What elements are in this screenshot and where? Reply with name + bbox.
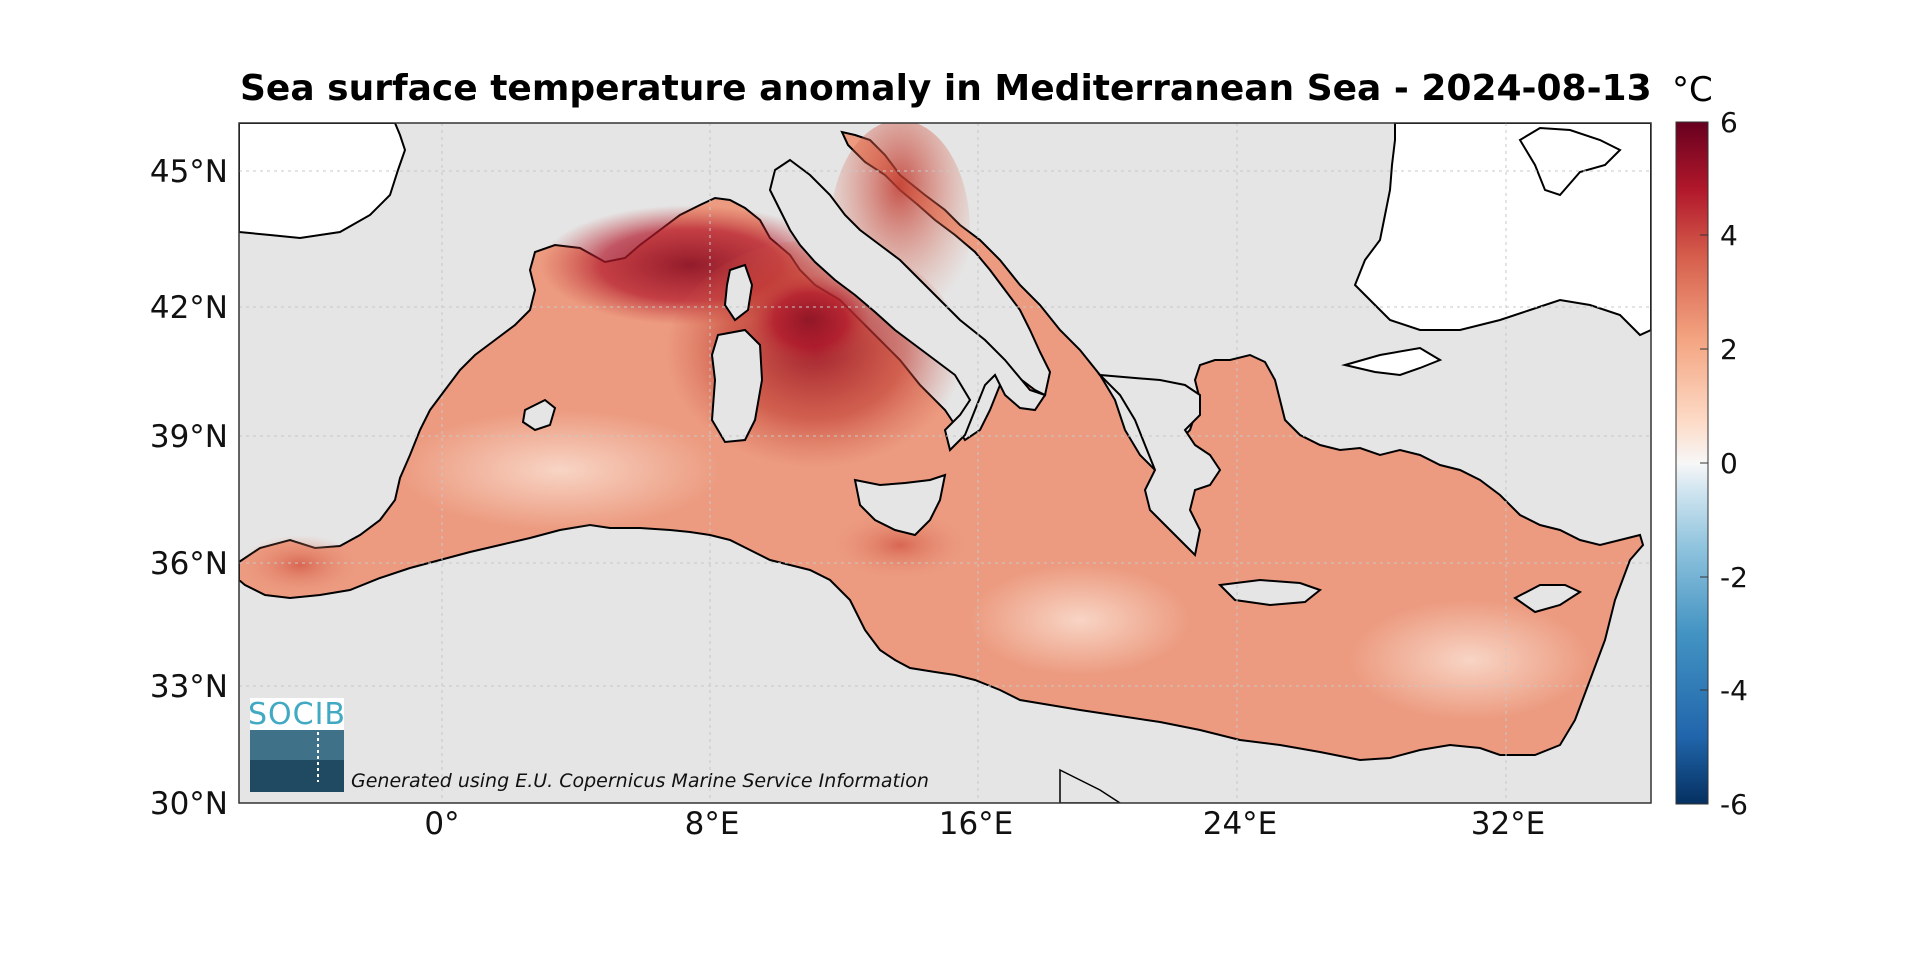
land-sardinia bbox=[710, 328, 764, 444]
land-crimea bbox=[1518, 126, 1622, 197]
colorbar-tick-label: 2 bbox=[1720, 333, 1738, 366]
pale-ionian bbox=[970, 565, 1190, 675]
warm-alboran bbox=[240, 535, 360, 595]
map-layers bbox=[239, 123, 1651, 803]
lat-tick-label: 42°N bbox=[150, 290, 228, 326]
socib-logo: SOCIB bbox=[248, 697, 346, 792]
lon-tick-label: 24°E bbox=[1203, 806, 1278, 842]
colorbar-tick-label: -4 bbox=[1720, 674, 1748, 707]
lat-tick-label: 36°N bbox=[150, 546, 228, 582]
land-mallorca bbox=[521, 398, 557, 432]
plot-frame bbox=[238, 122, 1652, 804]
lon-tick-label: 0° bbox=[424, 806, 459, 842]
land-sicily bbox=[853, 473, 947, 537]
map-title: Sea surface temperature anomaly in Medit… bbox=[240, 68, 1652, 109]
colorbar-tick-label: -6 bbox=[1720, 788, 1748, 821]
land-north-africa-libya bbox=[1059, 768, 1122, 803]
logo-text: SOCIB bbox=[248, 697, 346, 732]
land-europe-west bbox=[239, 123, 407, 240]
lat-tick-label: 30°N bbox=[150, 786, 228, 822]
land-crete bbox=[1217, 578, 1323, 607]
land-anatolia-thrace bbox=[1341, 346, 1443, 377]
gridlines bbox=[239, 123, 1651, 803]
colorbar-ticks bbox=[1700, 121, 1708, 805]
lon-tick-label: 32°E bbox=[1471, 806, 1546, 842]
credit-text: Generated using E.U. Copernicus Marine S… bbox=[351, 770, 929, 792]
land-italy bbox=[768, 158, 1047, 452]
lon-tick-label: 16°E bbox=[939, 806, 1014, 842]
land-cyprus bbox=[1513, 584, 1583, 614]
hotspot-tyrrhenian-core bbox=[750, 275, 870, 365]
colorbar-unit: °C bbox=[1672, 70, 1713, 110]
land-corsica bbox=[723, 263, 754, 322]
pale-algerian bbox=[400, 410, 720, 530]
colorbar-tick-label: 0 bbox=[1720, 447, 1738, 480]
lon-tick-label: 8°E bbox=[685, 806, 740, 842]
land-greece bbox=[1097, 373, 1222, 558]
colorbar-tick-label: -2 bbox=[1720, 561, 1748, 594]
lat-tick-label: 33°N bbox=[150, 669, 228, 705]
pale-levantine bbox=[1350, 600, 1590, 720]
lat-tick-label: 39°N bbox=[150, 419, 228, 455]
lat-tick-label: 45°N bbox=[150, 154, 228, 190]
colorbar-tick-label: 4 bbox=[1720, 219, 1738, 252]
colorbar-tick-label: 6 bbox=[1720, 106, 1738, 139]
